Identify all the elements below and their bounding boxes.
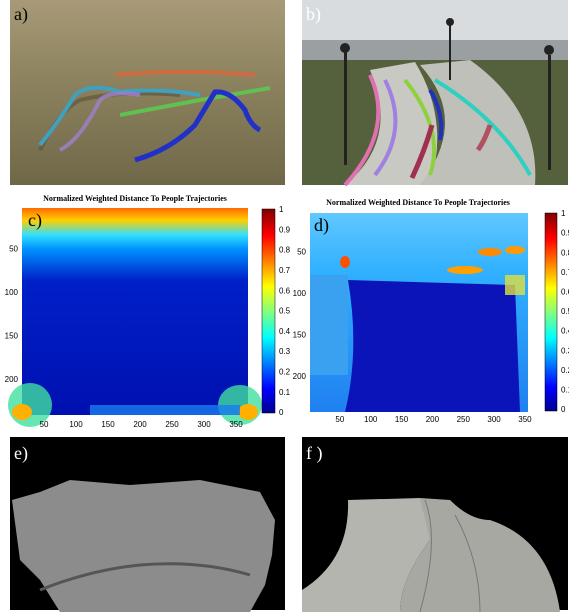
mask-region [12, 480, 275, 612]
x-tick-label: 150 [395, 415, 409, 424]
colorbar-tick-label: 0.1 [561, 386, 569, 395]
panel-label: e) [14, 443, 28, 464]
colorbar-tick-label: 0.5 [561, 307, 569, 316]
colorbar-tick-label: 0.4 [561, 327, 569, 336]
heatmap-d [310, 213, 528, 412]
colorbar-tick-label: 0 [279, 408, 284, 417]
y-tick-label: 150 [293, 331, 307, 340]
panel-label: d) [314, 215, 329, 236]
colorbar-tick-label: 0.6 [561, 288, 569, 297]
colorbar-tick-label: 0.6 [279, 286, 291, 295]
panel-label: c) [28, 210, 42, 231]
y-tick-label: 100 [5, 288, 19, 297]
colorbar-tick-label: 0.4 [279, 327, 291, 336]
heatmap-title: Normalized Weighted Distance To People T… [43, 194, 227, 203]
x-tick-label: 50 [40, 420, 49, 429]
colorbar-tick-label: 1 [561, 209, 566, 218]
photo-b [302, 0, 568, 185]
panel-label: b) [306, 4, 321, 25]
x-tick-label: 50 [335, 415, 344, 424]
x-tick-label: 150 [101, 420, 115, 429]
colorbar-tick-label: 0.1 [279, 388, 291, 397]
y-tick-label: 50 [297, 248, 306, 257]
colorbar-tick-label: 0.9 [279, 225, 291, 234]
y-tick-label: 100 [293, 289, 307, 298]
x-tick-label: 300 [197, 420, 211, 429]
colorbar-tick-label: 0.7 [561, 268, 569, 277]
x-tick-label: 350 [518, 415, 532, 424]
colorbar-tick-label: 0.3 [561, 346, 569, 355]
colorbar-tick-label: 0.7 [279, 266, 291, 275]
colorbar-tick-label: 0.3 [279, 347, 291, 356]
colorbar [545, 213, 557, 411]
x-tick-label: 250 [165, 420, 179, 429]
heatmap-c [8, 208, 262, 427]
panel-label: a) [14, 4, 28, 25]
colorbar-tick-label: 0.2 [561, 366, 569, 375]
x-tick-label: 200 [426, 415, 440, 424]
colorbar-tick-label: 0 [561, 405, 566, 414]
x-tick-label: 100 [364, 415, 378, 424]
x-tick-label: 200 [133, 420, 147, 429]
colorbar-tick-label: 0.2 [279, 368, 291, 377]
photo-a [10, 0, 285, 185]
heatmap-title: Normalized Weighted Distance To People T… [326, 198, 510, 207]
figure: a) b) Normalized Weighted Distance To Pe… [0, 0, 569, 615]
x-tick-label: 350 [229, 420, 243, 429]
x-tick-label: 250 [457, 415, 471, 424]
colorbar [262, 209, 275, 413]
y-tick-label: 50 [9, 245, 18, 254]
x-tick-label: 100 [69, 420, 83, 429]
y-tick-label: 200 [5, 375, 19, 384]
y-tick-label: 150 [5, 332, 19, 341]
colorbar-tick-label: 0.8 [279, 246, 291, 255]
colorbar-tick-label: 1 [279, 205, 284, 214]
colorbar-tick-label: 0.8 [561, 248, 569, 257]
panel-label: f ) [306, 443, 323, 464]
colorbar-tick-label: 0.5 [279, 307, 291, 316]
colorbar-tick-label: 0.9 [561, 229, 569, 238]
x-tick-label: 300 [487, 415, 501, 424]
y-tick-label: 200 [293, 372, 307, 381]
